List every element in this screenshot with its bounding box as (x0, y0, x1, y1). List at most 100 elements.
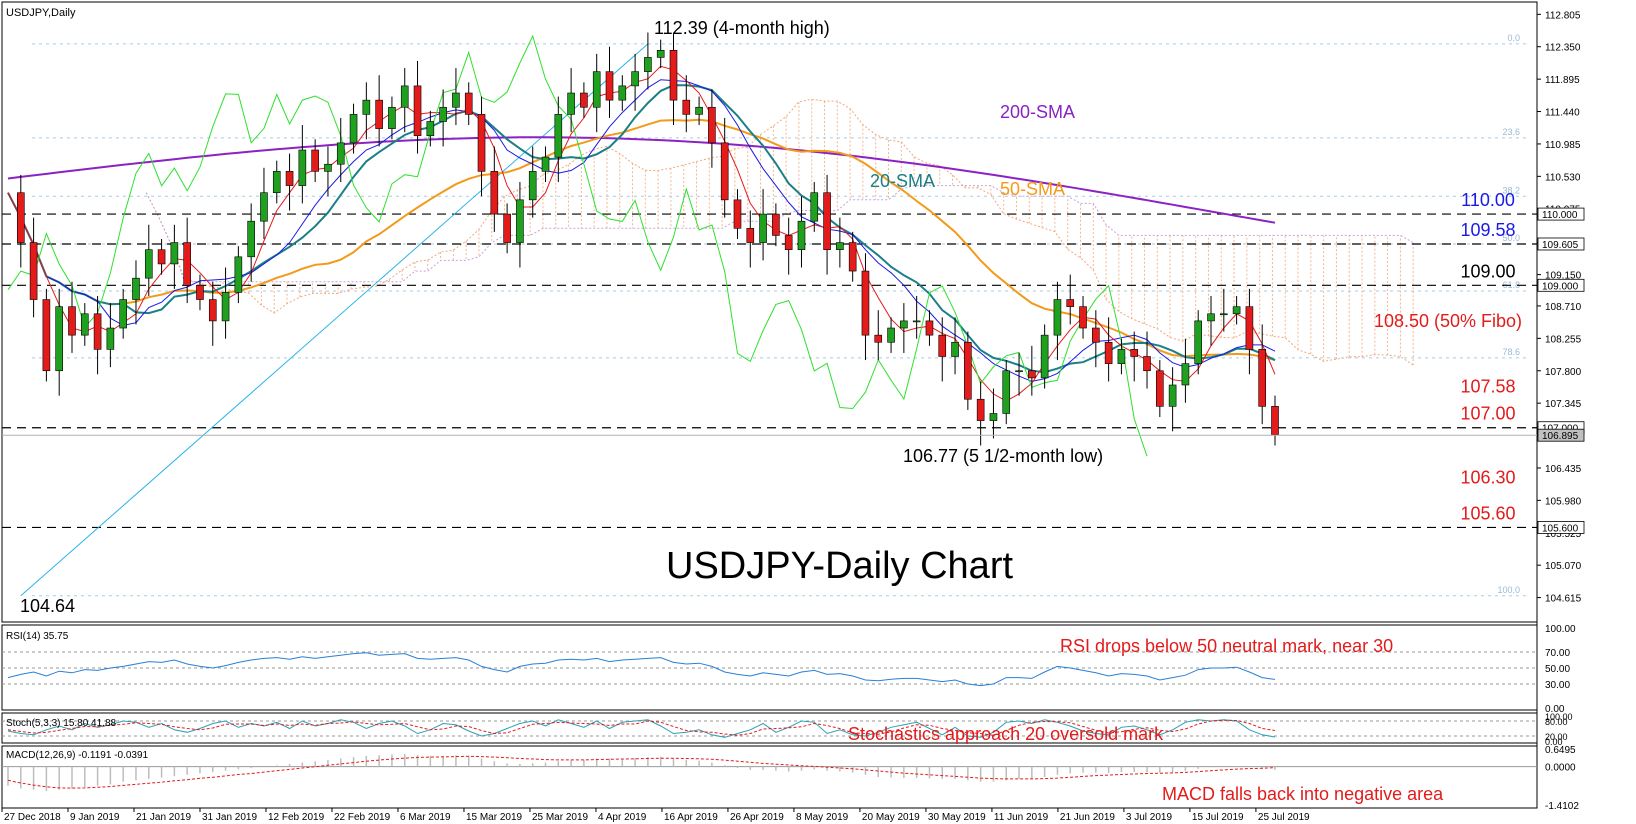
candle-body (644, 57, 652, 72)
kijun-line (7, 79, 1276, 382)
candle-body (324, 163, 332, 172)
stoch-tick-label: 0.00 (1545, 737, 1563, 747)
x-tick-label: 9 Jan 2019 (70, 812, 120, 823)
fibo-label: 23.6 (1502, 127, 1520, 137)
candle-body (362, 99, 371, 115)
trendline (20, 43, 649, 597)
candle-body (1156, 370, 1164, 407)
y-tick-label: 111.440 (1545, 108, 1580, 119)
candle-body (298, 149, 307, 186)
candle-body (682, 99, 691, 115)
candle-body (784, 235, 793, 250)
candle-body (1079, 306, 1087, 329)
y-tick-label: 111.895 (1545, 75, 1580, 86)
y-tick-label: 110.530 (1545, 172, 1581, 183)
candle-body (1066, 299, 1075, 307)
candle-body (413, 85, 422, 137)
candle-body (708, 106, 716, 144)
macd-header: MACD(12,26,9) -0.1191 -0.0391 (6, 750, 149, 761)
candle-body (426, 121, 435, 137)
level-price-box-label: 105.600 (1542, 523, 1579, 534)
candle-body (29, 242, 38, 300)
candle-body (1194, 320, 1203, 364)
stoch-tick-label: 80.00 (1545, 717, 1568, 727)
y-tick-label: 107.345 (1545, 399, 1582, 410)
x-tick-label: 16 Apr 2019 (664, 812, 718, 823)
candle-body (349, 114, 358, 144)
x-tick-label: 21 Jan 2019 (136, 812, 191, 823)
level-label: 107.58 (1460, 376, 1515, 396)
y-tick-label: 108.255 (1545, 334, 1582, 345)
candle-body (336, 142, 345, 165)
sub-panels: 100.0070.0050.0030.000.00100.0080.0020.0… (2, 624, 1579, 812)
x-tick-label: 27 Dec 2018 (4, 812, 61, 823)
x-tick-label: 4 Apr 2019 (598, 812, 647, 823)
candle-body (874, 334, 883, 343)
candle-body (695, 106, 703, 115)
candle-body (439, 106, 447, 122)
x-tick-label: 22 Feb 2019 (334, 812, 391, 823)
current-price-label: 106.895 (1542, 431, 1579, 442)
candle-body (170, 242, 179, 265)
y-tick-label: 112.805 (1545, 10, 1581, 21)
candle-body (823, 192, 831, 250)
candle-body (733, 199, 742, 229)
y-tick-label: 110.985 (1545, 140, 1581, 151)
level-price-box (1537, 278, 1585, 292)
macd-tick-label: 0.0000 (1545, 763, 1576, 774)
candle-body (618, 85, 627, 101)
stoch-k-line (7, 719, 1276, 738)
stoch-tick-label: 100.00 (1545, 712, 1573, 722)
x-tick-label: 15 Mar 2019 (466, 812, 523, 823)
y-tick-label: 106.435 (1545, 464, 1582, 475)
candle-body (964, 341, 972, 400)
candle-body (772, 213, 780, 236)
candle-body (1220, 313, 1228, 316)
candle-body (1181, 363, 1190, 386)
candle-body (1258, 349, 1267, 407)
y-tick-label: 112.350 (1545, 43, 1581, 54)
high-annotation: 112.39 (4-month high) (654, 18, 830, 38)
rsi-header: RSI(14) 35.75 (6, 631, 69, 642)
candle-body (106, 327, 115, 350)
candle-body (16, 192, 25, 243)
candle-body (925, 320, 934, 336)
candle-body (132, 277, 140, 300)
start-annotation: 104.64 (20, 596, 75, 616)
candle-body (464, 92, 473, 115)
candle-body (260, 192, 268, 222)
candle-body (375, 99, 383, 129)
candle-body (759, 213, 767, 243)
rsi-tick-label: 0.00 (1545, 704, 1565, 715)
candle-body (400, 85, 409, 108)
y-tick-label: 105.980 (1545, 496, 1582, 507)
y-tick-label: 108.710 (1545, 302, 1582, 313)
x-tick-label: 20 May 2019 (862, 812, 920, 823)
candle-body (951, 341, 959, 357)
candle-body (746, 228, 755, 243)
candle-body (55, 306, 63, 372)
indicator-lines (7, 34, 1276, 597)
candle-body (848, 242, 857, 272)
candle-body (567, 92, 575, 115)
low-annotation: 106.77 (5 1/2-month low) (903, 446, 1103, 466)
candle-body (938, 334, 947, 357)
level-lines: 0.0 23.6 38.2 50.0 61.8 78.6 100.0 110.00 109.58… (2, 33, 1537, 597)
candle-body (1015, 370, 1023, 373)
candle-body (836, 242, 844, 250)
candle-body (528, 171, 537, 201)
senkou-b-line (145, 185, 1414, 283)
rsi-line (7, 652, 1276, 687)
candle-body (1168, 384, 1177, 407)
candle-body (272, 171, 281, 194)
rsi-tick-label: 100.00 (1545, 624, 1576, 635)
candle-body (208, 299, 217, 322)
candle-body (477, 114, 486, 172)
symbol-title: USDJPY,Daily (6, 7, 76, 19)
candle-body (900, 320, 908, 329)
x-tick-label: 25 Jul 2019 (1258, 812, 1310, 823)
candle-body (516, 199, 524, 243)
candle-body (247, 220, 255, 258)
fibo-label: 100.0 (1497, 585, 1520, 595)
x-tick-label: 8 May 2019 (796, 812, 849, 823)
